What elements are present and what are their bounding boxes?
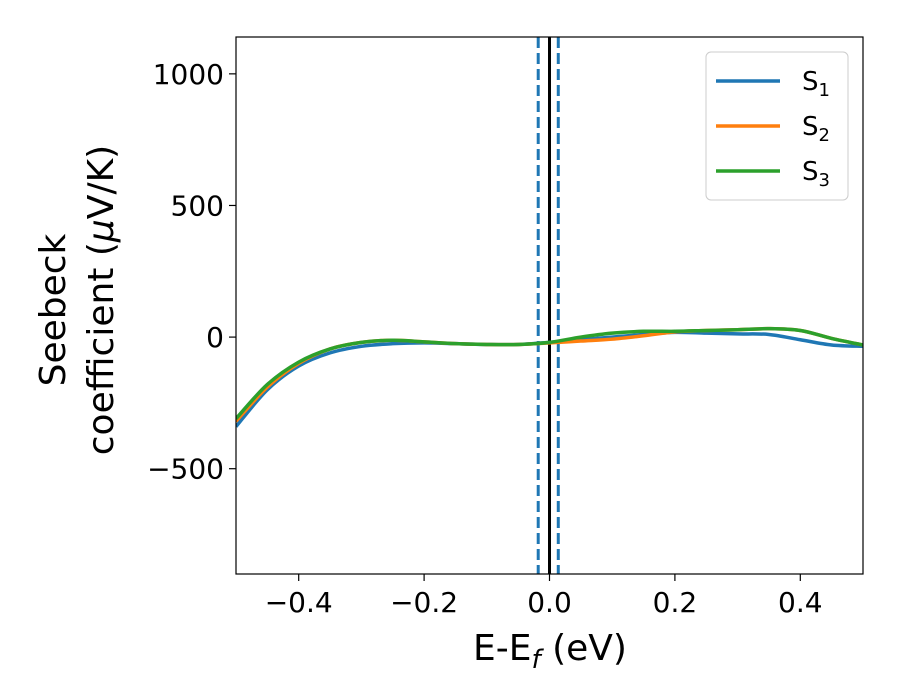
legend-label-s2: S2	[802, 112, 830, 146]
x-tick-label: 0.4	[778, 586, 823, 619]
x-axis-title: E-Ef (eV)	[473, 628, 627, 675]
legend-label-s1: S1	[802, 67, 830, 101]
y-tick-label: 0	[206, 321, 224, 354]
legend: S1 S2 S3	[705, 51, 849, 201]
series-line-s3	[236, 326, 863, 420]
x-tick-label: 0.0	[527, 586, 572, 619]
y-tick-label: −500	[147, 453, 224, 486]
x-tick-label: −0.4	[265, 586, 333, 619]
series-lines	[236, 326, 863, 428]
x-axis-ticks: −0.4 −0.2 0.0 0.2 0.4	[265, 574, 823, 619]
x-tick-label: 0.2	[653, 586, 698, 619]
y-tick-label: 500	[171, 189, 224, 222]
legend-label-s3: S3	[802, 157, 830, 191]
x-tick-label: −0.2	[390, 586, 458, 619]
y-axis-title-line2: coefficient (μV/K)	[81, 145, 122, 455]
y-tick-label: 1000	[153, 58, 224, 91]
y-axis-title-line1: Seebeck	[33, 233, 74, 386]
y-axis-ticks: −500 0 500 1000	[147, 58, 236, 486]
vertical-lines	[536, 37, 560, 574]
